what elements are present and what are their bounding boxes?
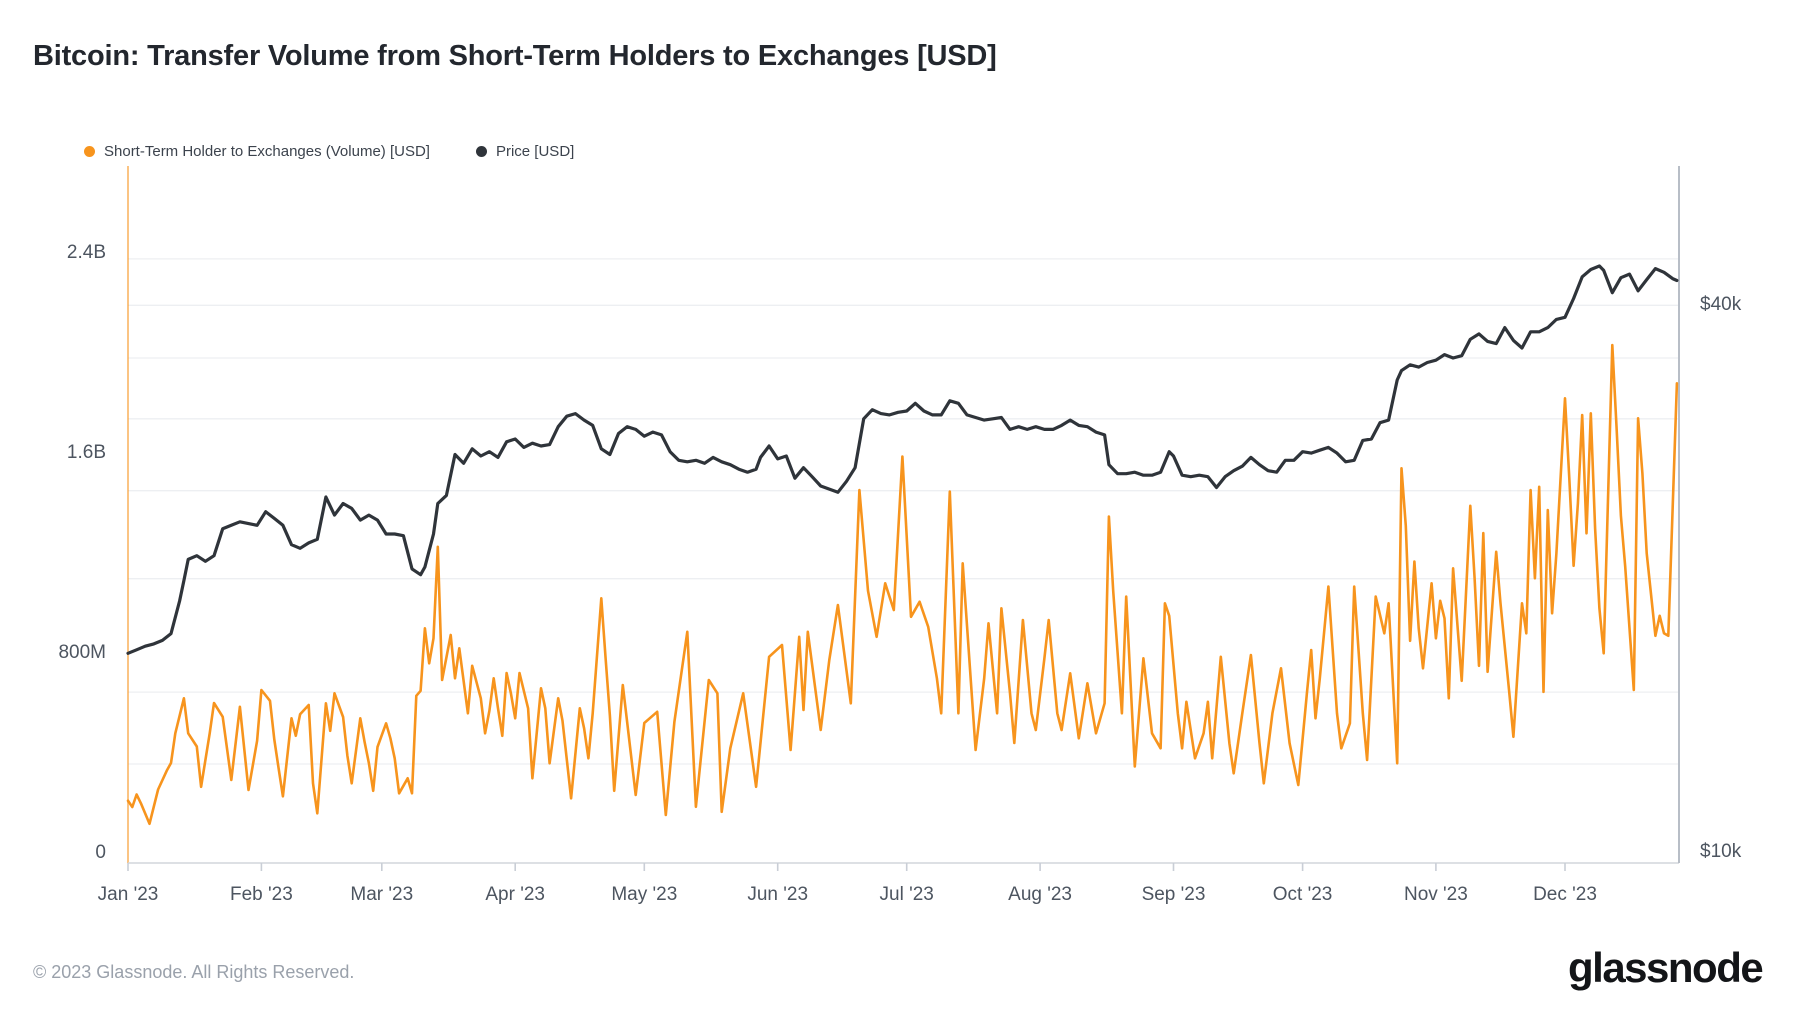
page-title: Bitcoin: Transfer Volume from Short-Term… [33, 40, 997, 72]
x-axis-label: Sep '23 [1141, 884, 1206, 905]
legend-item-volume[interactable]: Short-Term Holder to Exchanges (Volume) … [84, 143, 430, 160]
x-axis-label: Aug '23 [1008, 884, 1073, 905]
y-axis-left-label: 1.6B [66, 442, 106, 464]
x-axis-label: Jan '23 [97, 884, 159, 905]
copyright-text: © 2023 Glassnode. All Rights Reserved. [33, 962, 355, 982]
x-axis-label: Oct '23 [1272, 884, 1333, 905]
x-axis-label: Apr '23 [485, 884, 545, 905]
legend-label-volume: Short-Term Holder to Exchanges (Volume) … [104, 143, 430, 160]
x-axis-label: Feb '23 [230, 884, 293, 905]
volume-line [126, 343, 1679, 826]
legend: Short-Term Holder to Exchanges (Volume) … [84, 143, 574, 160]
y-axis-right-label: $40k [1700, 294, 1742, 316]
price-series-dot-icon [475, 146, 487, 157]
x-axis-label: Jun '23 [747, 884, 809, 905]
y-axis-right-label: $10k [1700, 841, 1742, 862]
y-axis-left-label: 2.4B [66, 242, 106, 264]
legend-label-price: Price [USD] [495, 143, 575, 160]
x-axis-label: Jul '23 [879, 884, 934, 905]
legend-item-price[interactable]: Price [USD] [475, 143, 575, 160]
y-axis-left-label: 800M [58, 642, 106, 664]
volume-series-dot-icon [84, 146, 95, 157]
x-axis-label: Nov '23 [1403, 884, 1468, 905]
x-axis-label: May '23 [611, 884, 678, 905]
x-axis-label: Dec '23 [1533, 884, 1597, 905]
x-axis-label: Mar '23 [350, 884, 414, 905]
y-axis-left-label: 0 [95, 842, 106, 864]
glassnode-logo: glassnode [1568, 944, 1764, 991]
price-line [126, 264, 1679, 655]
